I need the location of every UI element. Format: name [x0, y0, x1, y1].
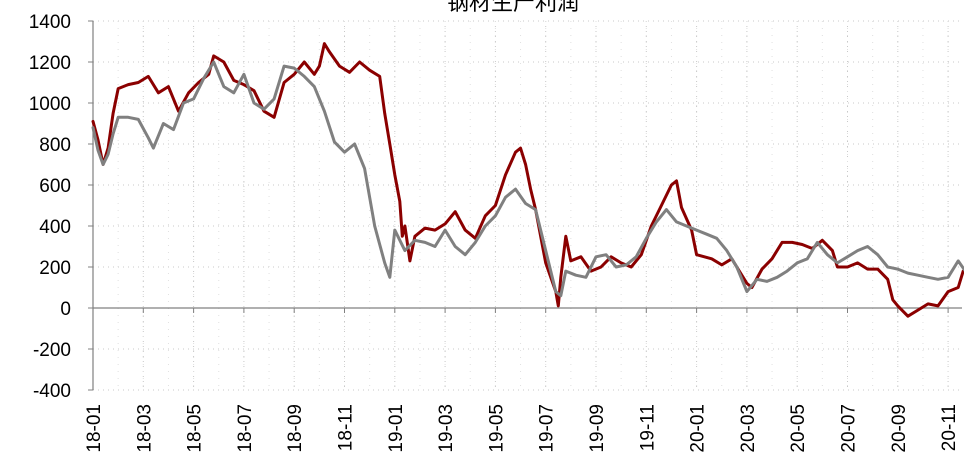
x-tick-label: 19-07: [537, 404, 558, 453]
x-tick-label: 20-01: [688, 404, 709, 453]
y-axis: 1400 1200 1000 800 600 400 200 0 -200 -400: [29, 12, 94, 402]
x-tick-label: 19-05: [486, 404, 507, 453]
x-tick-label: 19-01: [386, 404, 407, 453]
y-tick-label: 200: [39, 258, 71, 279]
x-tick-label: 18-03: [134, 404, 155, 453]
x-tick-label: 20-09: [889, 404, 910, 453]
y-tick-label: 600: [39, 176, 71, 197]
x-tick-label: 20-03: [738, 404, 759, 453]
y-tick-label: 0: [60, 299, 71, 320]
x-tick-label: 20-11: [939, 404, 960, 451]
x-tick-label: 18-07: [235, 404, 256, 453]
x-tick-label: 18-01: [84, 404, 105, 453]
y-tick-label: 1400: [29, 12, 71, 33]
x-tick-label: 19-09: [587, 404, 608, 453]
x-tick-label: 20-05: [788, 404, 809, 453]
series-line-1: [91, 60, 964, 298]
y-tick-label: -400: [33, 381, 71, 402]
y-tick-label: 400: [39, 217, 71, 238]
chart-title: 钢材生产利润: [447, 0, 579, 16]
y-tick-label: -200: [33, 340, 71, 361]
y-tick-label: 1000: [29, 94, 71, 115]
x-axis: 18-01 18-03 18-05 18-07 18-09 18-11 19-01 19-03…: [84, 307, 962, 453]
x-tick-label: 19-11: [637, 404, 658, 451]
x-tick-label: 18-11: [336, 404, 357, 451]
x-tick-label: 18-09: [285, 404, 306, 453]
x-tick-label: 20-07: [839, 404, 860, 453]
y-tick-label: 1200: [29, 53, 71, 74]
x-tick-label: 18-05: [185, 404, 206, 453]
x-tick-label: 19-03: [436, 404, 457, 453]
y-tick-label: 800: [39, 135, 71, 156]
series-layer: [91, 42, 964, 318]
